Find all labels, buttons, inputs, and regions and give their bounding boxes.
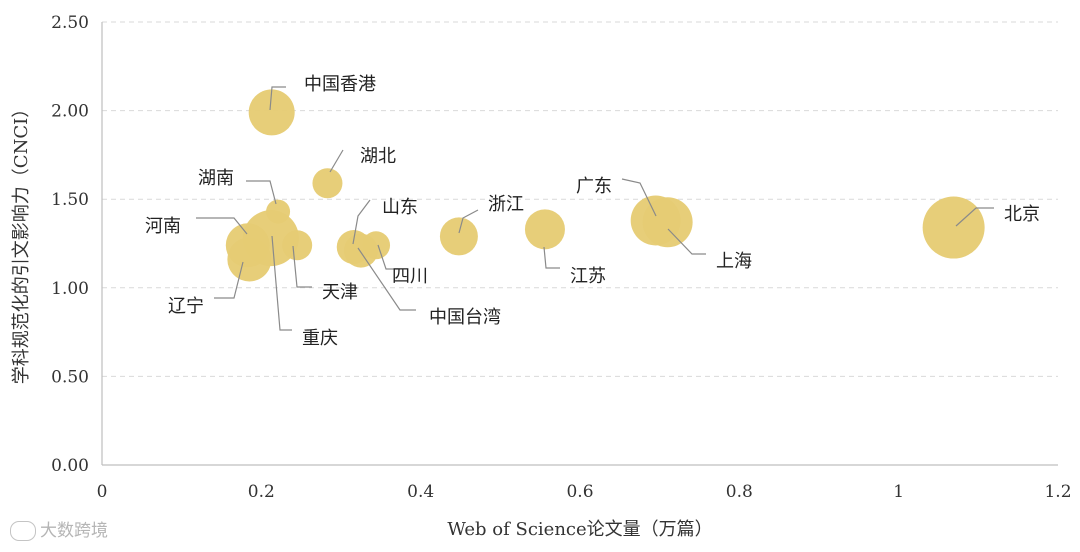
y-tick-label: 1.00 bbox=[51, 279, 89, 299]
bubble-label: 重庆 bbox=[302, 328, 338, 349]
bubble bbox=[312, 168, 343, 199]
y-tick-label: 0.50 bbox=[51, 367, 89, 387]
bubble bbox=[524, 209, 565, 250]
leader-line bbox=[329, 149, 344, 173]
bubble-label: 广东 bbox=[576, 176, 612, 197]
y-tick-label: 2.50 bbox=[51, 13, 89, 33]
bubble-label: 天津 bbox=[322, 282, 358, 303]
leader-line bbox=[292, 245, 312, 288]
x-tick-label: 0.4 bbox=[407, 482, 434, 502]
leader-line bbox=[271, 235, 292, 331]
leader-lines bbox=[196, 86, 994, 331]
bubble-label: 四川 bbox=[392, 266, 428, 287]
bubble-label: 湖北 bbox=[360, 146, 396, 167]
leader-line bbox=[621, 178, 657, 217]
bubble bbox=[343, 233, 378, 268]
bubble bbox=[282, 230, 313, 261]
bubble-label: 湖南 bbox=[198, 168, 234, 189]
leader-line bbox=[246, 180, 277, 205]
bubble bbox=[922, 196, 985, 259]
axes: 0.00 0.50 1.00 1.50 2.00 2.50 0 0.2 0.4 0.6 0.8 1 1.… bbox=[51, 13, 1071, 502]
x-tick-label: 0 bbox=[97, 482, 108, 502]
leader-line bbox=[543, 246, 560, 269]
bubble-label: 中国台湾 bbox=[429, 307, 501, 328]
leader-line bbox=[352, 199, 371, 245]
leader-line bbox=[458, 209, 479, 234]
bubble bbox=[439, 217, 478, 256]
y-tick-label: 0.00 bbox=[51, 456, 89, 476]
leader-line bbox=[196, 217, 248, 235]
gridlines bbox=[102, 21, 1058, 377]
x-axis-title: Web of Science论文量（万篇） bbox=[447, 519, 712, 540]
x-tick-label: 0.2 bbox=[248, 482, 275, 502]
bubble bbox=[642, 197, 693, 248]
x-tick-label: 0.6 bbox=[566, 482, 593, 502]
bubble-label: 北京 bbox=[1004, 204, 1040, 225]
watermark: 大数跨境 bbox=[10, 516, 108, 541]
leader-line bbox=[269, 86, 286, 111]
bubble-label: 山东 bbox=[382, 197, 418, 218]
bubble-label: 浙江 bbox=[488, 194, 524, 215]
bubble-label: 河南 bbox=[145, 216, 181, 237]
leader-line bbox=[955, 207, 994, 227]
bubble-label: 江苏 bbox=[570, 266, 606, 287]
y-tick-label: 1.50 bbox=[51, 190, 89, 210]
camera-icon bbox=[10, 521, 36, 541]
y-tick-label: 2.00 bbox=[51, 102, 89, 122]
bubbles bbox=[225, 89, 985, 282]
watermark-text: 大数跨境 bbox=[40, 521, 108, 541]
bubble-label: 辽宁 bbox=[168, 296, 204, 317]
bubble-label: 上海 bbox=[716, 251, 752, 272]
leader-line bbox=[667, 228, 706, 255]
bubble bbox=[248, 89, 295, 136]
x-tick-label: 1.2 bbox=[1044, 482, 1071, 502]
leader-line bbox=[357, 247, 416, 311]
leader-line bbox=[214, 261, 244, 299]
x-tick-label: 0.8 bbox=[726, 482, 753, 502]
bubble-label: 中国香港 bbox=[304, 74, 376, 95]
leader-line bbox=[377, 244, 398, 270]
y-axis-title: 学科规范化的引文影响力（CNCI） bbox=[11, 100, 32, 384]
x-tick-label: 1 bbox=[893, 482, 904, 502]
